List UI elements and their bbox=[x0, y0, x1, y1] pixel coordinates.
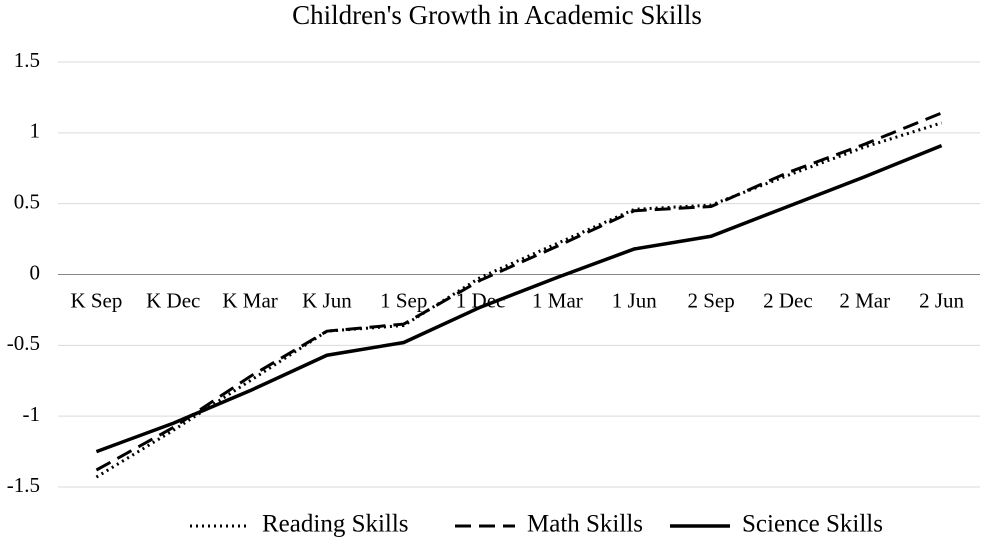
x-tick-label: K Sep bbox=[70, 288, 122, 312]
y-tick-label: -0.5 bbox=[7, 331, 40, 355]
legend-label: Science Skills bbox=[742, 511, 883, 538]
x-tick-label: 2 Mar bbox=[839, 288, 890, 312]
line-series bbox=[95, 143, 943, 454]
y-tick-label: -1.5 bbox=[7, 473, 40, 497]
x-tick-label: 1 Mar bbox=[532, 288, 583, 312]
x-tick-label: K Jun bbox=[302, 288, 352, 312]
y-tick-label: 1 bbox=[30, 119, 41, 143]
line-series bbox=[95, 121, 943, 479]
x-tick-label: 1 Sep bbox=[380, 288, 427, 312]
legend-label: Math Skills bbox=[527, 511, 643, 538]
line-series bbox=[95, 111, 943, 472]
y-tick-label: 0.5 bbox=[14, 189, 40, 213]
x-tick-label: 2 Dec bbox=[763, 288, 813, 312]
y-tick-label: -1 bbox=[23, 402, 41, 426]
x-tick-label: 2 Jun bbox=[919, 288, 964, 312]
x-tick-label: K Dec bbox=[146, 288, 200, 312]
x-tick-label: 2 Sep bbox=[687, 288, 734, 312]
x-tick-label: 1 Jun bbox=[612, 288, 657, 312]
chart-title: Children's Growth in Academic Skills bbox=[292, 0, 702, 30]
y-tick-label: 0 bbox=[30, 260, 41, 284]
x-tick-label: K Mar bbox=[222, 288, 277, 312]
y-tick-label: 1.5 bbox=[14, 48, 40, 72]
legend-label: Reading Skills bbox=[262, 511, 409, 538]
